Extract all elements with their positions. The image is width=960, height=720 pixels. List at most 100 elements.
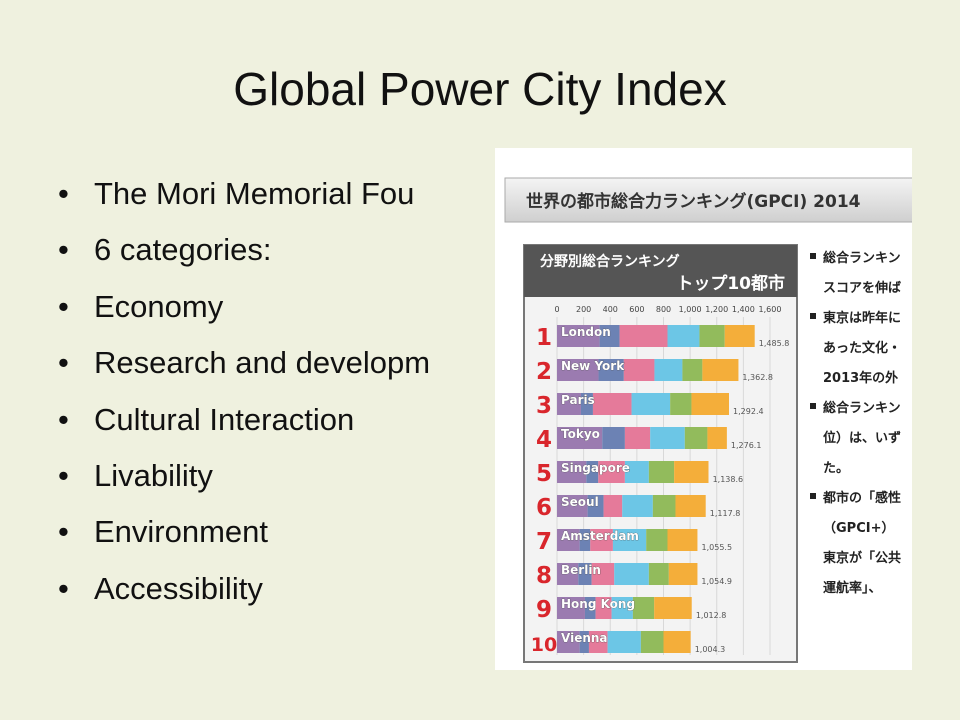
bar-segment	[654, 597, 692, 619]
bar-segment	[674, 461, 709, 483]
total-label: 1,117.8	[710, 509, 741, 518]
rank-number: 7	[536, 529, 552, 555]
rank-number: 9	[536, 597, 552, 623]
header-text: 世界の都市総合力ランキング(GPCI) 2014	[526, 191, 861, 212]
side-text: 都市の「感性	[822, 490, 901, 506]
bar-segment	[682, 359, 703, 381]
rank-number: 4	[536, 427, 552, 453]
side-text: 総合ランキン	[823, 400, 901, 416]
bar-segment	[667, 529, 698, 551]
bar-segment	[652, 495, 676, 517]
chart-title: 分野別総合ランキング	[540, 253, 680, 270]
x-tick-label: 600	[629, 305, 644, 314]
city-label: Berlin	[561, 563, 601, 577]
x-tick-label: 1,400	[732, 305, 755, 314]
side-text: 運航率」、	[823, 580, 882, 596]
side-text: 東京は昨年に	[823, 310, 901, 326]
x-tick-label: 400	[603, 305, 618, 314]
total-label: 1,276.1	[731, 441, 762, 450]
bar-segment	[590, 529, 613, 551]
bar-segment	[602, 427, 625, 449]
city-label: Vienna	[561, 631, 608, 645]
bar-segment	[607, 631, 641, 653]
bullet: Accessibility	[58, 567, 430, 623]
bar-segment	[614, 563, 649, 585]
city-label: Hong Kong	[561, 597, 635, 611]
bar-segment	[675, 495, 706, 517]
side-text: （GPCI+）	[823, 520, 894, 536]
rank-number: 3	[536, 393, 552, 419]
bullet: Livability	[58, 454, 430, 510]
side-text: スコアを伸ば	[823, 280, 901, 296]
x-tick-label: 800	[656, 305, 671, 314]
bar-segment	[632, 597, 655, 619]
bar-segment	[684, 427, 708, 449]
bar-segment	[619, 325, 668, 347]
text-bullet	[810, 403, 816, 409]
bar-segment	[557, 359, 599, 381]
bullet-list: The Mori Memorial Fou6 categories:Econom…	[58, 172, 430, 623]
chart-panel	[523, 244, 798, 663]
chart-subtitle: トップ10都市	[676, 273, 785, 294]
bar-segment	[663, 631, 691, 653]
bar-segment	[595, 597, 612, 619]
bar-segment	[592, 393, 632, 415]
bar-segment	[591, 563, 615, 585]
bar-segment	[557, 597, 585, 619]
bar-segment	[557, 495, 588, 517]
total-label: 1,054.9	[701, 577, 732, 586]
x-tick-label: 1,000	[679, 305, 702, 314]
total-label: 1,055.5	[702, 543, 733, 552]
bullet: Economy	[58, 285, 430, 341]
rank-number: 6	[536, 495, 552, 521]
bar-segment	[648, 563, 669, 585]
city-label: New York	[561, 359, 625, 373]
bullet: 6 categories:	[58, 228, 430, 284]
rank-number: 2	[536, 359, 552, 385]
bar-segment	[667, 325, 700, 347]
bar-segment	[588, 631, 608, 653]
bar-segment	[557, 529, 580, 551]
slide-title: Global Power City Index	[233, 63, 727, 115]
bar-segment	[584, 597, 596, 619]
bar-segment	[624, 427, 651, 449]
bar-segment	[557, 461, 587, 483]
bar-segment	[691, 393, 729, 415]
total-label: 1,138.6	[713, 475, 744, 484]
city-label: Tokyo	[561, 427, 600, 441]
side-text: 東京が「公共	[823, 550, 901, 566]
x-tick-label: 1,200	[705, 305, 728, 314]
bar-segment	[599, 325, 620, 347]
bullet: Environment	[58, 510, 430, 566]
bar-segment	[654, 359, 683, 381]
bar-segment	[580, 393, 593, 415]
bar-segment	[612, 529, 647, 551]
bar-segment	[611, 597, 633, 619]
bar-segment	[587, 495, 604, 517]
city-label: London	[561, 325, 611, 339]
bar-segment	[707, 427, 727, 449]
bar-segment	[668, 563, 698, 585]
bar-segment	[579, 631, 589, 653]
text-bullet	[810, 253, 816, 259]
side-text: 位）は、いず	[823, 430, 901, 446]
rank-number: 8	[536, 563, 552, 589]
bar-segment	[557, 427, 603, 449]
bar-segment	[598, 359, 624, 381]
bar-segment	[648, 461, 675, 483]
bar-segment	[724, 325, 755, 347]
bar-segment	[557, 325, 600, 347]
bar-segment	[622, 495, 653, 517]
bar-segment	[579, 529, 591, 551]
text-bullet	[810, 313, 816, 319]
bar-segment	[586, 461, 599, 483]
bar-segment	[557, 563, 579, 585]
bar-segment	[624, 461, 649, 483]
rank-number: 10	[531, 634, 557, 656]
side-text: た。	[823, 461, 849, 476]
side-text: あった文化・	[823, 340, 901, 356]
x-tick-label: 0	[554, 305, 559, 314]
city-label: Singapore	[561, 461, 630, 475]
bar-segment	[640, 631, 664, 653]
